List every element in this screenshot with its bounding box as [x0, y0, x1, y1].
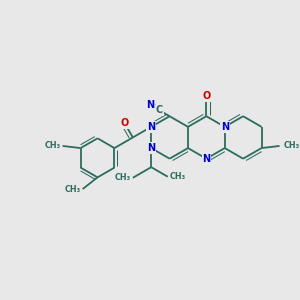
Text: N: N	[202, 154, 210, 164]
Text: N: N	[146, 100, 154, 110]
Text: O: O	[202, 91, 211, 101]
Text: CH₃: CH₃	[284, 141, 299, 150]
Text: N: N	[147, 143, 155, 153]
Text: CH₃: CH₃	[115, 173, 131, 182]
Text: O: O	[120, 118, 128, 128]
Text: CH₃: CH₃	[44, 141, 61, 150]
Text: N: N	[147, 122, 155, 132]
Text: CH₃: CH₃	[64, 184, 81, 194]
Text: N: N	[221, 122, 229, 132]
Text: CH₃: CH₃	[170, 172, 186, 181]
Text: C: C	[156, 105, 163, 116]
